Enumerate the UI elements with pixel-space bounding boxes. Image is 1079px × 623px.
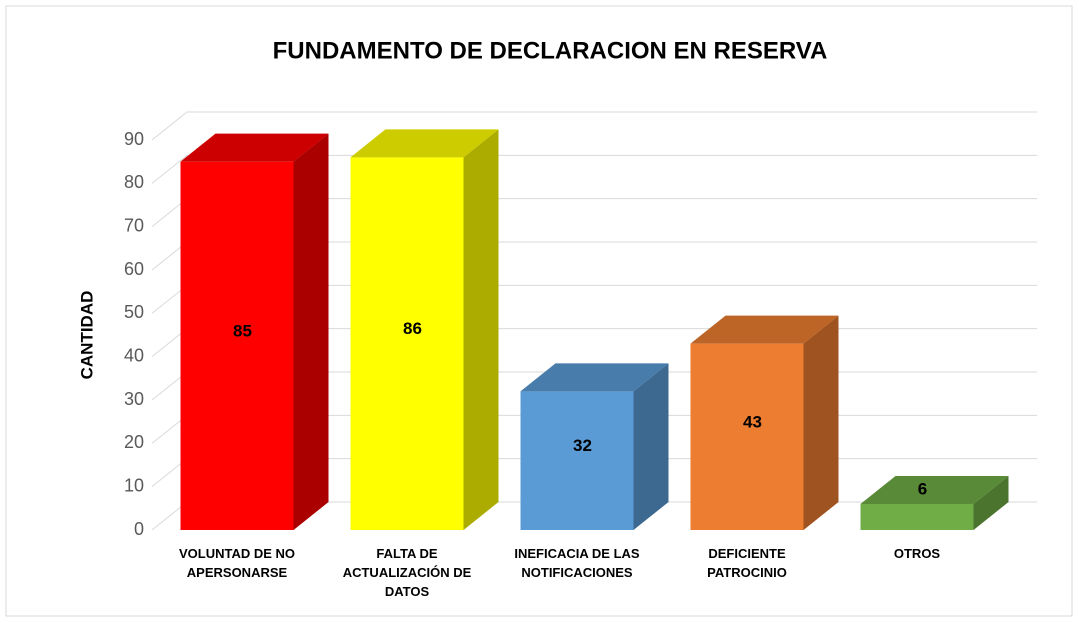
y-tick-label: 40: [124, 345, 144, 365]
y-tick-label: 10: [124, 475, 144, 495]
data-label: 43: [743, 412, 762, 431]
y-tick-label: 60: [124, 259, 144, 279]
bar-top-shade: [180, 133, 329, 162]
bar-side: [973, 476, 1009, 530]
y-tick-label: 20: [124, 432, 144, 452]
y-axis-label: CANTIDAD: [77, 291, 96, 380]
y-tick-label: 30: [124, 389, 144, 409]
x-tick-label: DEFICIENTE PATROCINIO: [707, 546, 787, 580]
bar-top: [860, 476, 1009, 504]
bar-front: [860, 504, 974, 530]
bar-side-shade: [293, 133, 329, 530]
chart-title: FUNDAMENTO DE DECLARACION EN RESERVA: [273, 37, 828, 64]
bar-side: [803, 315, 839, 530]
x-tick-label: FALTA DE ACTUALIZACIÓN DE DATOS: [342, 546, 472, 599]
bar-side-shade: [633, 363, 669, 530]
bar-side: [293, 133, 329, 530]
bar-side-shade: [463, 129, 499, 531]
x-tick-label: OTROS: [893, 546, 941, 561]
bar-top-shade: [860, 476, 1009, 504]
bar-top-shade: [350, 129, 499, 158]
bar-top: [350, 129, 499, 158]
data-label: 32: [573, 436, 592, 455]
bar-side: [633, 363, 669, 530]
bar-side-shade: [973, 476, 1009, 530]
y-tick-label: 0: [134, 519, 144, 539]
x-tick-label: INEFICACIA DE LAS NOTIFICACIONES: [514, 546, 640, 580]
bar-top: [180, 133, 329, 162]
grid-line: [151, 111, 1037, 141]
bar-top-shade: [690, 315, 839, 344]
y-tick-label: 90: [124, 129, 144, 149]
bar-top-shade: [520, 363, 669, 392]
y-tick-label: 80: [124, 172, 144, 192]
data-label: 86: [403, 319, 422, 338]
y-tick-label: 70: [124, 215, 144, 235]
bar-front: [180, 161, 294, 530]
data-label: 85: [233, 321, 252, 340]
bar-front: [690, 343, 804, 530]
bar-top: [690, 315, 839, 344]
bar-top: [520, 363, 669, 392]
bar-front: [350, 157, 464, 531]
data-label: 6: [918, 479, 927, 498]
bar-side-shade: [803, 315, 839, 530]
grid-line: [151, 154, 1037, 184]
bar-side: [463, 129, 499, 531]
x-tick-label: VOLUNTAD DE NO APERSONARSE: [178, 546, 296, 580]
y-tick-label: 50: [124, 302, 144, 322]
bar-front: [520, 391, 634, 530]
